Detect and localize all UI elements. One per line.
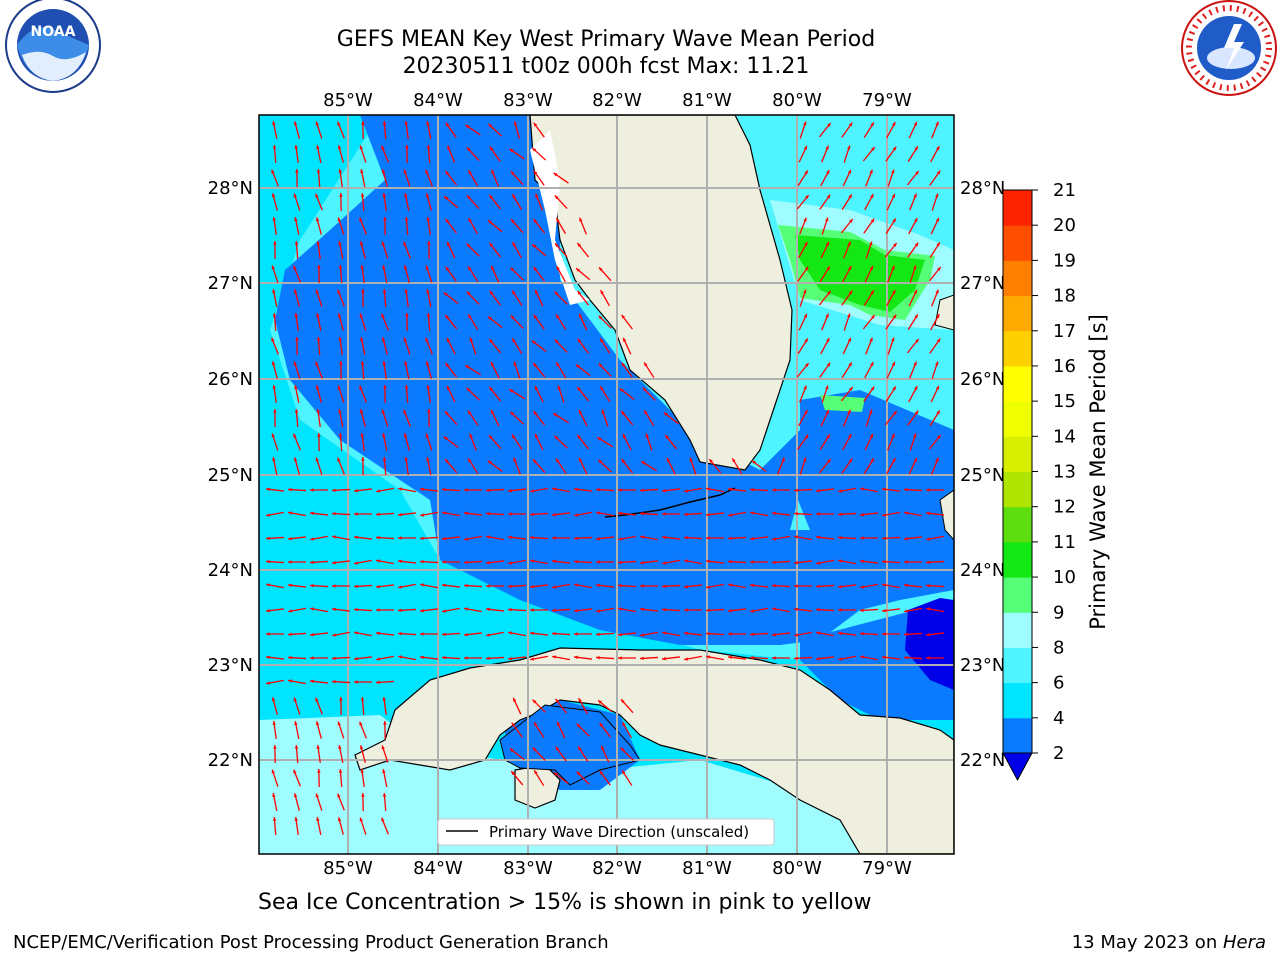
colorbar-tick-label: 9: [1053, 602, 1064, 623]
lat-label-right: 26°N: [960, 369, 1005, 390]
colorbar-tick-label: 14: [1053, 426, 1076, 447]
lat-label-left: 23°N: [208, 655, 253, 676]
lon-label-top: 81°W: [682, 90, 732, 111]
footer-credit: NCEP/EMC/Verification Post Processing Pr…: [13, 932, 609, 953]
colorbar-tick-label: 18: [1053, 286, 1076, 307]
colorbar-segment: [1003, 577, 1032, 613]
lon-label-top: 84°W: [413, 90, 463, 111]
colorbar-tick-label: 15: [1053, 391, 1076, 412]
lat-labels-left: 28°N 27°N 26°N 25°N 24°N 23°N 22°N: [208, 178, 253, 771]
noaa-logo-text: NOAA: [31, 24, 76, 40]
map-plot-area: [259, 115, 954, 854]
colorbar-tick-label: 6: [1053, 673, 1064, 694]
lat-label-right: 28°N: [960, 178, 1005, 199]
lon-label-top: 85°W: [323, 90, 373, 111]
colorbar-tick-label: 13: [1053, 462, 1076, 483]
lat-label-right: 25°N: [960, 465, 1005, 486]
chart-title: GEFS MEAN Key West Primary Wave Mean Per…: [336, 27, 876, 52]
lat-label-right: 23°N: [960, 655, 1005, 676]
colorbar-segment: [1003, 541, 1032, 578]
wave-direction-arrows: [265, 120, 945, 836]
lat-labels-right: 28°N 27°N 26°N 25°N 24°N 23°N 22°N: [960, 178, 1005, 771]
lon-label-bottom: 79°W: [862, 858, 912, 879]
noaa-logo-icon: NOAA: [5, 0, 101, 93]
colorbar-segment: [1003, 682, 1032, 719]
lon-labels-bottom: 85°W 84°W 83°W 82°W 81°W 80°W 79°W: [323, 858, 912, 879]
colorbar-segment: [1003, 295, 1032, 332]
noaa-logo: NOAA: [0, 0, 106, 110]
footer-date-text: 13 May 2023 on: [1071, 932, 1223, 953]
lon-label-bottom: 83°W: [503, 858, 553, 879]
colorbar-extend-min: [1002, 752, 1033, 782]
period-field-below-2: [905, 598, 954, 690]
colorbar-segment: [1003, 647, 1032, 684]
map-frame: [258, 114, 955, 855]
colorbar-tick-label: 10: [1053, 567, 1076, 588]
colorbar-segment: [1003, 471, 1032, 508]
colorbar-segment: [1003, 506, 1032, 543]
lat-label-right: 24°N: [960, 560, 1005, 581]
land-florida: [529, 115, 793, 471]
nws-logo: [1176, 0, 1280, 110]
lat-label-right: 27°N: [960, 273, 1005, 294]
lon-label-top: 80°W: [772, 90, 822, 111]
colorbar-tick-label: 19: [1053, 250, 1076, 271]
footer-date: 13 May 2023 on Hera: [1072, 932, 1266, 953]
lat-label-left: 25°N: [208, 465, 253, 486]
colorbar-tick-label: 4: [1053, 708, 1064, 729]
map-legend: Primary Wave Direction (unscaled): [437, 818, 775, 846]
lon-label-bottom: 81°W: [682, 858, 732, 879]
lon-label-bottom: 80°W: [772, 858, 822, 879]
florida-keys: [604, 487, 736, 518]
colorbar-label: Primary Wave Mean Period [s]: [1086, 314, 1110, 630]
colorbar-segment: [1003, 612, 1032, 648]
lat-label-left: 27°N: [208, 273, 253, 294]
land-cuba: [354, 647, 954, 854]
footer-host: Hera: [1222, 932, 1266, 953]
lon-label-bottom: 84°W: [413, 858, 463, 879]
colorbar-segment: [1003, 365, 1032, 402]
colorbar-tick-label: 12: [1053, 497, 1076, 518]
colorbar-tick-label: 17: [1053, 321, 1076, 342]
lat-label-right: 22°N: [960, 750, 1005, 771]
colorbar-tick-label: 20: [1053, 215, 1076, 236]
colorbar: 2 4 6 8 9 10 11 12 13 14 15 16 17 18 19 20 21: [1002, 180, 1076, 782]
lon-label-bottom: 82°W: [592, 858, 642, 879]
lat-label-left: 22°N: [208, 750, 253, 771]
nws-logo-icon: [1181, 0, 1277, 96]
sea-ice-note: Sea Ice Concentration > 15% is shown in …: [258, 890, 872, 915]
chart-subtitle: 20230511 t00z 000h fcst Max: 11.21: [402, 54, 810, 79]
lon-label-top: 79°W: [862, 90, 912, 111]
colorbar-segment: [1003, 330, 1032, 367]
lat-label-left: 24°N: [208, 560, 253, 581]
colorbar-tick-label: 11: [1053, 532, 1076, 553]
colorbar-segment: [1003, 401, 1032, 437]
lat-label-left: 28°N: [208, 178, 253, 199]
colorbar-tick-label: 8: [1053, 637, 1064, 658]
lat-label-left: 26°N: [208, 369, 253, 390]
colorbar-tick-label: 21: [1053, 180, 1076, 201]
lon-label-bottom: 85°W: [323, 858, 373, 879]
colorbar-segment: [1003, 717, 1032, 754]
lon-labels-top: 85°W 84°W 83°W 82°W 81°W 80°W 79°W: [323, 90, 912, 111]
lon-label-top: 83°W: [503, 90, 553, 111]
colorbar-tick-label: 2: [1053, 743, 1064, 764]
colorbar-segment: [1003, 260, 1032, 297]
colorbar-segment: [1003, 190, 1032, 226]
legend-label: Primary Wave Direction (unscaled): [489, 823, 749, 841]
colorbar-tick-label: 16: [1053, 356, 1076, 377]
lon-label-top: 82°W: [592, 90, 642, 111]
colorbar-segment: [1003, 225, 1032, 261]
colorbar-segment: [1003, 436, 1032, 472]
map-gridlines: [259, 115, 954, 854]
